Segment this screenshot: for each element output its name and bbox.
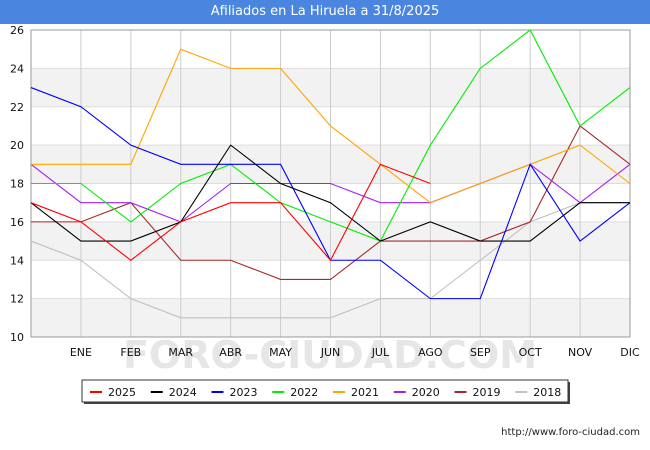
legend-label-2019: 2019 [473, 386, 501, 399]
legend-label-2024: 2024 [169, 386, 197, 399]
y-tick-label: 18 [10, 178, 24, 191]
series-lines [30, 29, 631, 319]
y-tick-label: 24 [10, 62, 24, 75]
y-tick-label: 14 [10, 254, 24, 267]
x-tick-label: MAY [269, 346, 292, 359]
legend-label-2025: 2025 [108, 386, 136, 399]
y-tick-label: 12 [10, 293, 24, 306]
series-line-2022 [31, 29, 631, 242]
legend-label-2020: 2020 [412, 386, 440, 399]
x-tick-label: ENE [70, 346, 92, 359]
legend-box [81, 379, 569, 403]
x-axis-ticks: ENE FEB MAR ABR MAY JUN JUL AGO SEP OCT NOV DIC [70, 346, 640, 359]
legend-label-2021: 2021 [351, 386, 379, 399]
chart-title: Afiliados en La Hiruela a 31/8/2025 [0, 0, 650, 24]
x-tick-label: DIC [620, 346, 640, 359]
x-tick-label: AGO [418, 346, 443, 359]
legend-label-2018: 2018 [533, 386, 561, 399]
footer-url: http://www.foro-ciudad.com [501, 427, 640, 438]
x-tick-label: MAR [168, 346, 193, 359]
series-line-2025 [30, 163, 431, 262]
series-line-2024 [30, 144, 630, 242]
x-tick-label: SEP [470, 346, 491, 359]
watermark: FORO-CIUDAD.COM [123, 333, 537, 377]
y-tick-label: 10 [10, 331, 24, 344]
y-tick-label: 16 [10, 216, 24, 229]
legend-label-2023: 2023 [230, 386, 258, 399]
y-tick-label: 26 [10, 24, 24, 37]
x-tick-label: ABR [219, 346, 242, 359]
x-tick-label: JUN [320, 346, 341, 359]
y-axis-ticks: 10 12 14 16 18 20 22 24 26 [10, 24, 24, 344]
x-tick-label: NOV [568, 346, 593, 359]
x-tick-label: FEB [120, 346, 141, 359]
x-tick-label: OCT [519, 346, 542, 359]
legend: 2025 2024 2023 2022 2021 2020 2019 2018 [81, 379, 570, 404]
legend-label-2022: 2022 [290, 386, 318, 399]
y-tick-label: 20 [10, 139, 24, 152]
y-tick-label: 22 [10, 101, 24, 114]
x-tick-label: JUL [371, 346, 390, 359]
